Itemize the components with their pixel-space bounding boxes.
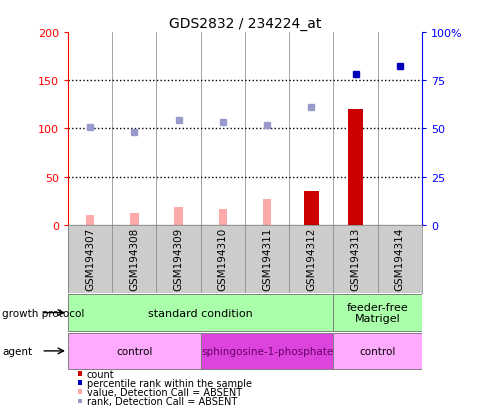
Text: count: count: [86, 369, 114, 379]
Text: feeder-free
Matrigel: feeder-free Matrigel: [346, 302, 408, 324]
Text: GSM194312: GSM194312: [306, 228, 316, 291]
Text: GSM194311: GSM194311: [261, 228, 272, 291]
Text: GSM194309: GSM194309: [173, 228, 183, 291]
Text: growth protocol: growth protocol: [2, 308, 85, 318]
Bar: [333, 333, 421, 369]
Text: GSM194307: GSM194307: [85, 228, 95, 291]
Bar: [218, 210, 227, 225]
Title: GDS2832 / 234224_at: GDS2832 / 234224_at: [168, 17, 320, 31]
Text: standard condition: standard condition: [148, 308, 253, 318]
Text: GSM194314: GSM194314: [394, 228, 404, 291]
Text: GSM194310: GSM194310: [217, 228, 227, 291]
Bar: [200, 333, 333, 369]
Bar: [262, 199, 271, 225]
Bar: [68, 294, 333, 332]
Bar: [333, 294, 421, 332]
Text: GSM194308: GSM194308: [129, 228, 139, 291]
Bar: [347, 110, 363, 225]
Text: GSM194313: GSM194313: [350, 228, 360, 291]
Text: agent: agent: [2, 346, 32, 356]
Text: rank, Detection Call = ABSENT: rank, Detection Call = ABSENT: [86, 396, 236, 406]
Bar: [174, 208, 182, 225]
Bar: [303, 192, 318, 225]
Text: percentile rank within the sample: percentile rank within the sample: [86, 378, 251, 388]
Bar: [68, 333, 200, 369]
Bar: [86, 216, 94, 225]
Text: value, Detection Call = ABSENT: value, Detection Call = ABSENT: [86, 387, 241, 397]
Text: control: control: [359, 346, 395, 356]
Text: sphingosine-1-phosphate: sphingosine-1-phosphate: [200, 346, 333, 356]
Text: control: control: [116, 346, 152, 356]
Bar: [130, 214, 138, 225]
